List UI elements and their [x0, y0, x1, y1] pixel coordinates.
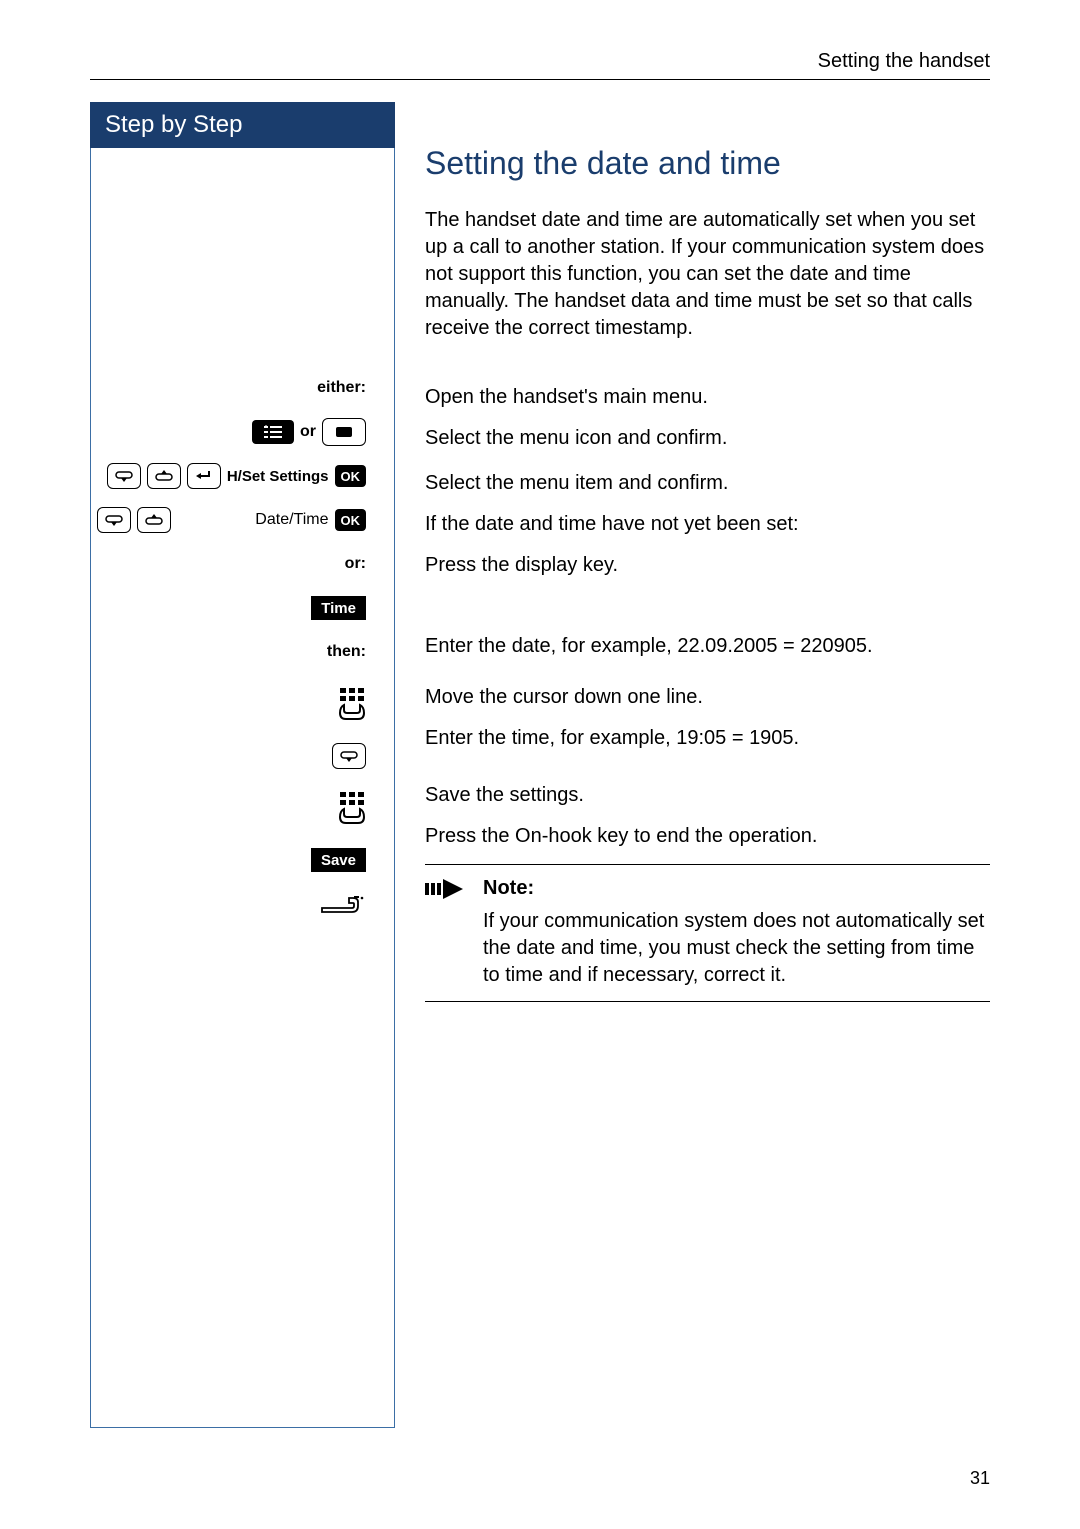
- step-press-display: Press the display key.: [425, 552, 990, 579]
- step-select-icon: Select the menu icon and confirm.: [425, 425, 990, 452]
- step-select-item: Select the menu item and confirm.: [425, 470, 990, 497]
- step-by-step-header: Step by Step: [90, 102, 395, 148]
- main-menu-icon: [252, 420, 294, 444]
- label-either: either:: [317, 379, 366, 397]
- step-enter-time: Enter the time, for example, 19:05 = 190…: [425, 725, 990, 752]
- nav-down-icon: [332, 743, 366, 769]
- note-arrow-icon: [425, 875, 465, 989]
- menu-hset-settings: H/Set Settings: [227, 468, 329, 485]
- page-number: 31: [970, 1468, 990, 1489]
- intro-paragraph: The handset date and time are automatica…: [425, 207, 990, 342]
- step-onhook: Press the On-hook key to end the operati…: [425, 823, 990, 850]
- nav-enter-icon: [187, 463, 221, 489]
- display-key-save: Save: [311, 848, 366, 872]
- note-block: Note: If your communication system does …: [425, 864, 990, 1002]
- keypad-icon: [338, 688, 366, 720]
- label-or: or:: [345, 555, 366, 573]
- step-open-menu: Open the handset's main menu.: [425, 384, 990, 411]
- ok-key: OK: [335, 509, 367, 531]
- note-title: Note:: [483, 875, 990, 902]
- step-by-step-body: either: or: [90, 148, 395, 1428]
- or-word: or: [300, 423, 316, 441]
- step-save: Save the settings.: [425, 782, 990, 809]
- step-move-cursor: Move the cursor down one line.: [425, 684, 990, 711]
- left-column: Step by Step either: or: [90, 102, 395, 1428]
- step-enter-date: Enter the date, for example, 22.09.2005 …: [425, 633, 990, 660]
- label-then: then:: [327, 643, 366, 661]
- nav-up-icon: [137, 507, 171, 533]
- note-body: If your communication system does not au…: [483, 908, 990, 989]
- right-column: Setting the date and time The handset da…: [395, 102, 990, 1428]
- section-heading: Setting the date and time: [425, 142, 990, 185]
- nav-down-icon: [107, 463, 141, 489]
- center-key-icon: [322, 418, 366, 446]
- menu-date-time: Date/Time: [255, 511, 328, 529]
- two-column-layout: Step by Step either: or: [90, 102, 990, 1428]
- running-header: Setting the handset: [90, 50, 990, 80]
- onhook-key-icon: [318, 892, 366, 916]
- display-key-time: Time: [311, 596, 366, 620]
- keypad-icon: [338, 792, 366, 824]
- page: Setting the handset Step by Step either:: [0, 0, 1080, 1529]
- ok-key: OK: [335, 465, 367, 487]
- nav-down-icon: [97, 507, 131, 533]
- nav-up-icon: [147, 463, 181, 489]
- chapter-title: Setting the handset: [818, 50, 990, 72]
- step-if-not-set: If the date and time have not yet been s…: [425, 511, 990, 538]
